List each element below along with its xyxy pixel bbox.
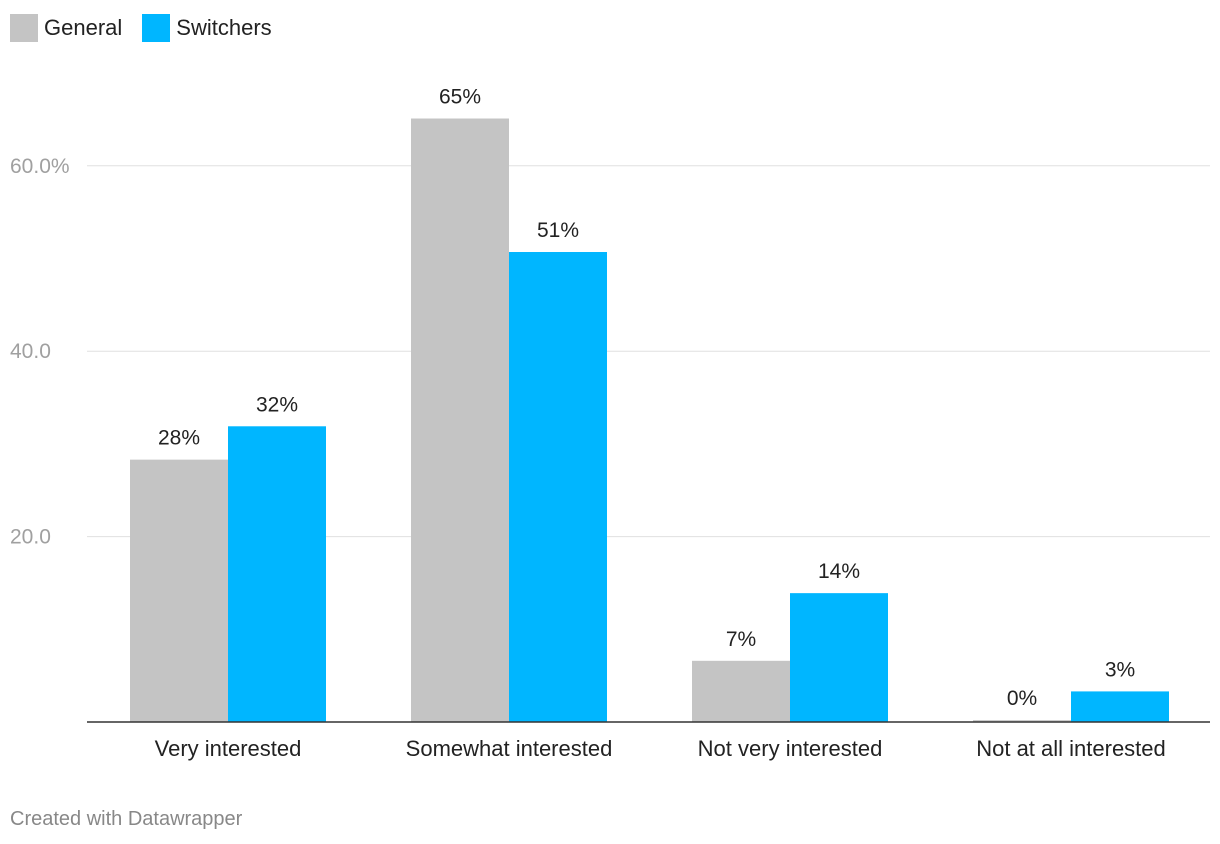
- y-tick-label-60: 60.0%: [10, 155, 70, 178]
- x-tick-label-3: Not at all interested: [976, 736, 1166, 761]
- bar-switchers-2: [790, 593, 888, 722]
- bar-general-2: [692, 660, 790, 722]
- footer-credit: Created with Datawrapper: [10, 808, 243, 830]
- x-tick-label-0: Very interested: [155, 736, 302, 761]
- legend-item-switchers: Switchers: [142, 14, 272, 42]
- legend: General Switchers: [10, 14, 292, 42]
- data-label-switchers-3: 3%: [1105, 658, 1135, 681]
- data-label-general-3: 0%: [1007, 687, 1037, 710]
- y-tick-label-40: 40.0: [10, 340, 51, 363]
- bar-switchers-1: [509, 252, 607, 723]
- x-tick-label-2: Not very interested: [698, 736, 883, 761]
- bar-switchers-0: [228, 426, 326, 722]
- data-label-switchers-0: 32%: [256, 393, 298, 416]
- bar-general-3: [973, 720, 1071, 722]
- legend-swatch-general: [10, 14, 38, 42]
- x-tick-label-1: Somewhat interested: [406, 736, 613, 761]
- legend-label-switchers: Switchers: [176, 15, 272, 40]
- data-label-switchers-2: 14%: [818, 560, 860, 583]
- data-label-general-0: 28%: [158, 427, 200, 450]
- data-label-general-2: 7%: [726, 628, 756, 651]
- bar-switchers-3: [1071, 691, 1169, 722]
- bar-general-0: [130, 459, 228, 722]
- legend-item-general: General: [10, 14, 122, 42]
- legend-label-general: General: [44, 15, 123, 40]
- data-label-switchers-1: 51%: [537, 219, 579, 242]
- legend-swatch-switchers: [142, 14, 171, 42]
- y-tick-label-20: 20.0: [10, 526, 51, 549]
- data-label-general-1: 65%: [439, 86, 481, 109]
- bar-general-1: [411, 118, 509, 722]
